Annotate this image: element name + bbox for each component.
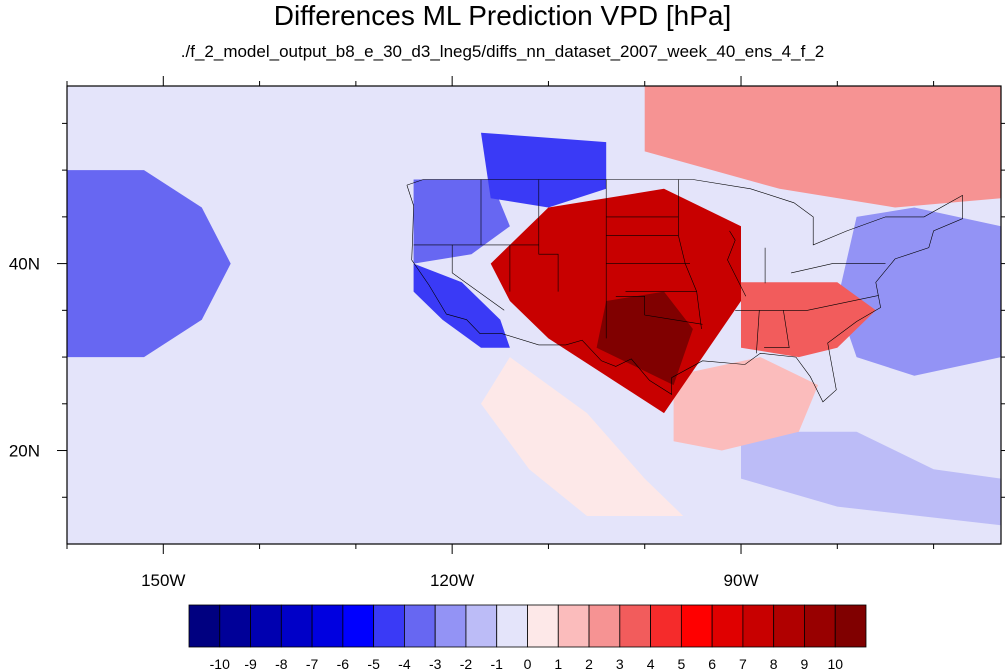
colorbar-swatch [188, 604, 221, 648]
colorbar-swatch [680, 604, 713, 648]
state-border-12 [727, 230, 747, 297]
colorbar-label: 5 [677, 656, 685, 672]
region-northern-rockies [481, 132, 607, 208]
region-mexico-pacific-coast [481, 357, 684, 516]
colorbar-swatch [404, 604, 436, 648]
colorbar-swatch [619, 604, 651, 648]
plot-frame [66, 85, 1002, 545]
state-border-11 [678, 179, 702, 330]
colorbar-label: -8 [275, 656, 288, 672]
colorbar-swatch [496, 604, 528, 648]
state-border-3 [451, 244, 505, 311]
colorbar-swatch [434, 604, 467, 648]
colorbar-label: 10 [827, 656, 843, 672]
region-southeast-us [741, 282, 876, 358]
state-borders [406, 179, 963, 403]
colorbar-swatch [219, 604, 251, 648]
difference-field [67, 86, 1001, 526]
region-caribbean [741, 431, 1001, 526]
x-tick-label: 90W [724, 571, 759, 590]
colorbar-label: 6 [708, 656, 716, 672]
colorbar-label: 0 [524, 656, 532, 672]
colorbar: -10 -9 -8 -7 -6 -5 -4 -3 -2 -1 0 1 2 3 4 5 6 7 8 9 10 [188, 604, 867, 672]
colorbar-label: 9 [801, 656, 809, 672]
state-border-15 [764, 310, 790, 349]
colorbar-swatch [527, 604, 559, 648]
x-tick-label: 150W [141, 571, 185, 590]
colorbar-swatch [742, 604, 775, 648]
colorbar-label: -4 [398, 656, 411, 672]
us-outline [406, 179, 963, 403]
colorbar-swatch [804, 604, 836, 648]
colorbar-swatch [373, 604, 405, 648]
colorbar-swatch [311, 604, 344, 648]
axis-ticks [57, 76, 1005, 554]
colorbar-swatch [465, 604, 498, 648]
state-border-16 [791, 263, 886, 274]
colorbar-swatch [250, 604, 282, 648]
colorbar-swatch [711, 604, 744, 648]
axis-labels: 150W 120W 90W 40N 20N [9, 255, 759, 590]
colorbar-swatch [773, 604, 805, 648]
plot-area [67, 86, 1001, 544]
region-gulf-of-alaska [211, 86, 395, 180]
colorbar-label: -5 [367, 656, 380, 672]
colorbar-label: 3 [616, 656, 624, 672]
state-border-1 [538, 179, 559, 292]
colorbar-label: -7 [306, 656, 319, 672]
colorbar-swatch [342, 604, 375, 648]
chart-subtitle: ./f_2_model_output_b8_e_30_d3_lneg5/diff… [180, 42, 825, 61]
colorbar-label: -2 [460, 656, 473, 672]
colorbar-swatch [557, 604, 590, 648]
colorbar-label: -10 [210, 656, 230, 672]
colorbar-label: -3 [429, 656, 442, 672]
region-gulf-of-mexico [673, 357, 819, 451]
colorbar-swatch [650, 604, 682, 648]
colorbar-label: -1 [491, 656, 504, 672]
region-pacific-northwest-coast [413, 179, 510, 264]
colorbar-swatch [280, 604, 313, 648]
region-texas-core [596, 291, 693, 386]
colorbar-label: -9 [244, 656, 257, 672]
region-california-coast [413, 263, 510, 348]
colorbar-label: 2 [585, 656, 593, 672]
colorbar-label: 8 [770, 656, 778, 672]
state-border-10 [615, 295, 703, 325]
state-border-14 [756, 310, 760, 354]
x-tick-label: 120W [430, 571, 474, 590]
region-western-atlantic [837, 207, 1001, 376]
colorbar-label: 4 [647, 656, 655, 672]
y-tick-label: 40N [9, 255, 40, 274]
chart-title: Differences ML Prediction VPD [hPa] [273, 0, 732, 31]
colorbar-label: 1 [554, 656, 562, 672]
colorbar-label: -6 [337, 656, 350, 672]
region-canada-east [644, 86, 1001, 208]
colorbar-label: 7 [739, 656, 747, 672]
region-far-west-pacific [67, 170, 231, 358]
y-tick-label: 20N [9, 442, 40, 461]
colorbar-swatch [834, 604, 867, 648]
colorbar-swatch [588, 604, 621, 648]
